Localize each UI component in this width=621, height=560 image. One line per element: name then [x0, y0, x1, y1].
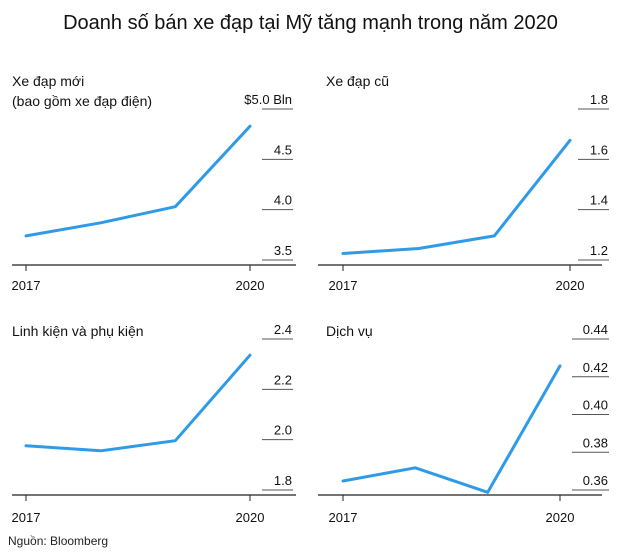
y-tick-label: 1.6	[590, 142, 608, 157]
x-tick-label: 2017	[12, 278, 41, 293]
panel-title: (bao gồm xe đạp điện)	[12, 93, 152, 109]
x-tick-label: 2017	[329, 510, 358, 525]
x-tick-label: 2020	[236, 278, 265, 293]
y-tick-label: 2.4	[274, 322, 292, 337]
chart-title: Doanh số bán xe đạp tại Mỹ tăng mạnh tro…	[63, 12, 558, 34]
y-tick-label: 0.42	[583, 360, 608, 375]
source-note: Nguồn: Bloomberg	[8, 534, 109, 548]
y-tick-label: 4.5	[274, 142, 292, 157]
panel-title: Xe đạp mới	[12, 73, 84, 89]
x-tick-label: 2020	[556, 278, 585, 293]
panel-title: Dịch vụ	[326, 323, 373, 339]
x-tick-label: 2020	[236, 510, 265, 525]
y-tick-label: 3.5	[274, 243, 292, 258]
panel-title: Linh kiện và phụ kiện	[12, 323, 144, 339]
series-line	[24, 124, 252, 238]
y-tick-label: $5.0 Bln	[244, 92, 292, 107]
y-tick-label: 4.0	[274, 193, 292, 208]
y-tick-label: 2.2	[274, 372, 292, 387]
x-tick-label: 2017	[329, 278, 358, 293]
y-tick-label: 1.8	[590, 92, 608, 107]
series-line	[341, 138, 572, 255]
y-tick-label: 1.8	[274, 473, 292, 488]
x-tick-label: 2020	[546, 510, 575, 525]
y-tick-label: 2.0	[274, 423, 292, 438]
y-tick-label: 0.40	[583, 398, 608, 413]
y-tick-label: 1.4	[590, 193, 608, 208]
panel-title: Xe đạp cũ	[326, 73, 389, 89]
series-line	[24, 353, 252, 453]
series-line	[341, 364, 562, 494]
x-tick-label: 2017	[12, 510, 41, 525]
y-tick-label: 0.38	[583, 435, 608, 450]
y-tick-label: 1.2	[590, 243, 608, 258]
y-tick-label: 0.44	[583, 322, 608, 337]
y-tick-label: 0.36	[583, 473, 608, 488]
